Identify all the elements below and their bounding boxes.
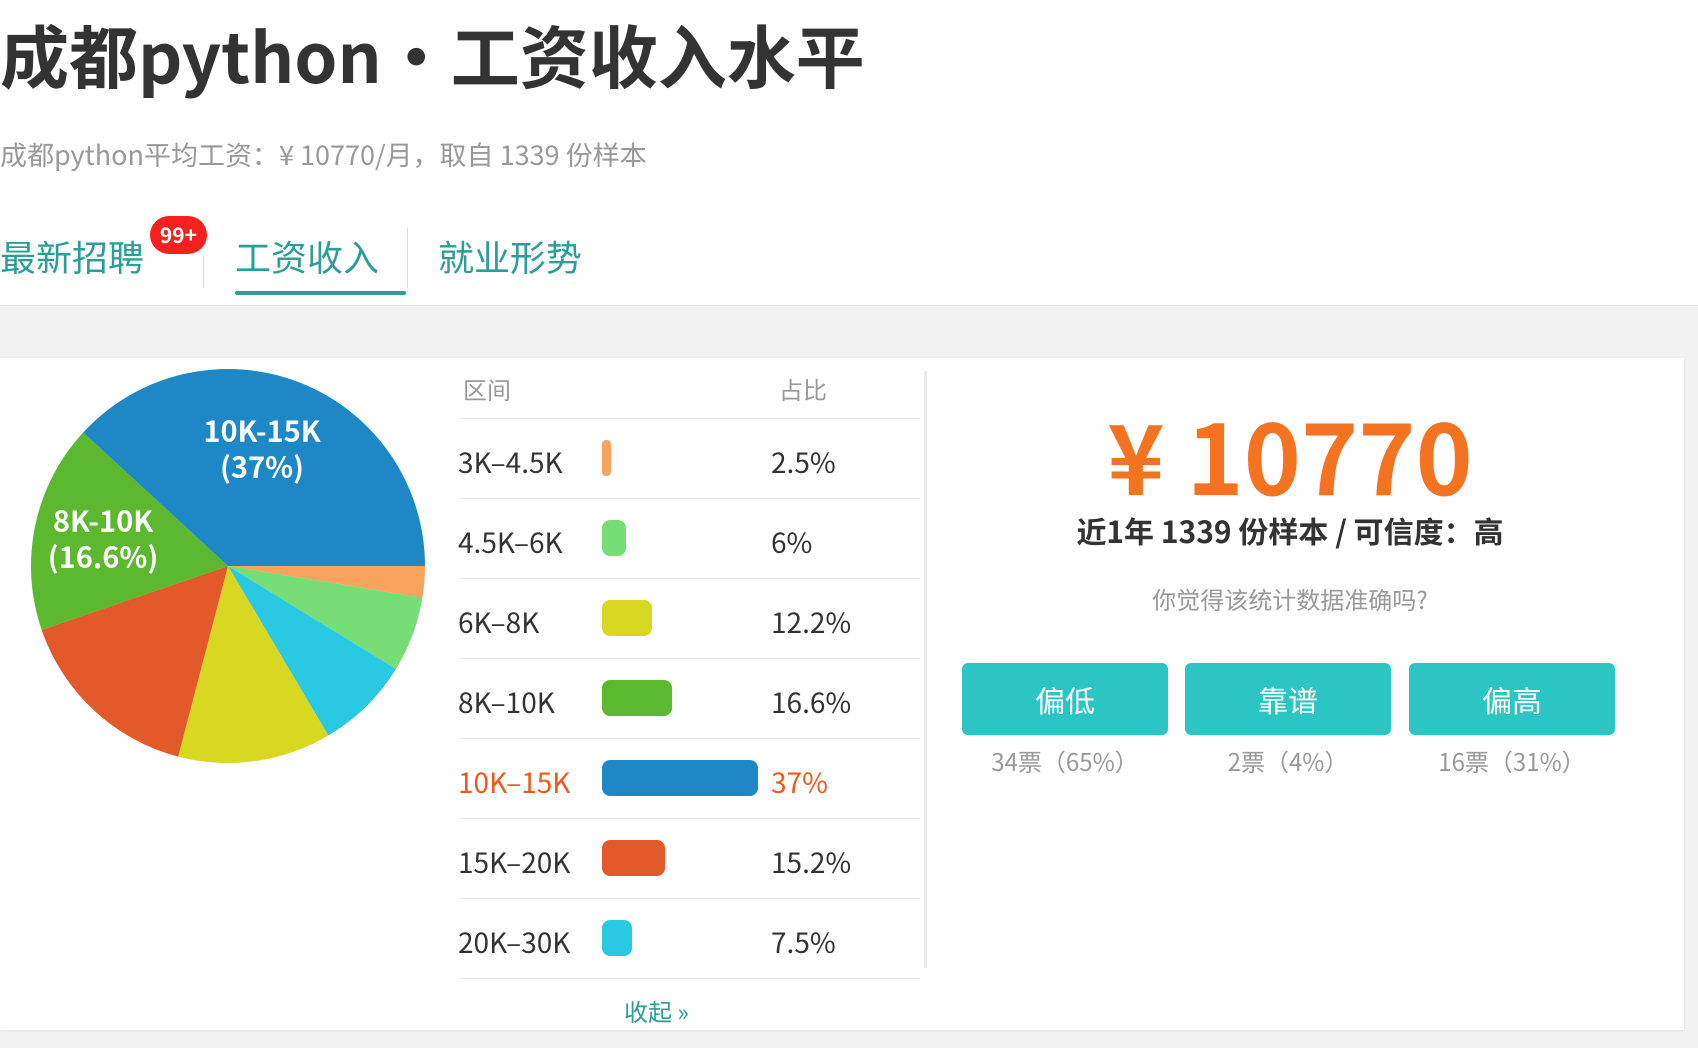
svg-text:(37%): (37%)	[220, 445, 304, 487]
svg-text:(16.6%): (16.6%)	[48, 535, 159, 577]
